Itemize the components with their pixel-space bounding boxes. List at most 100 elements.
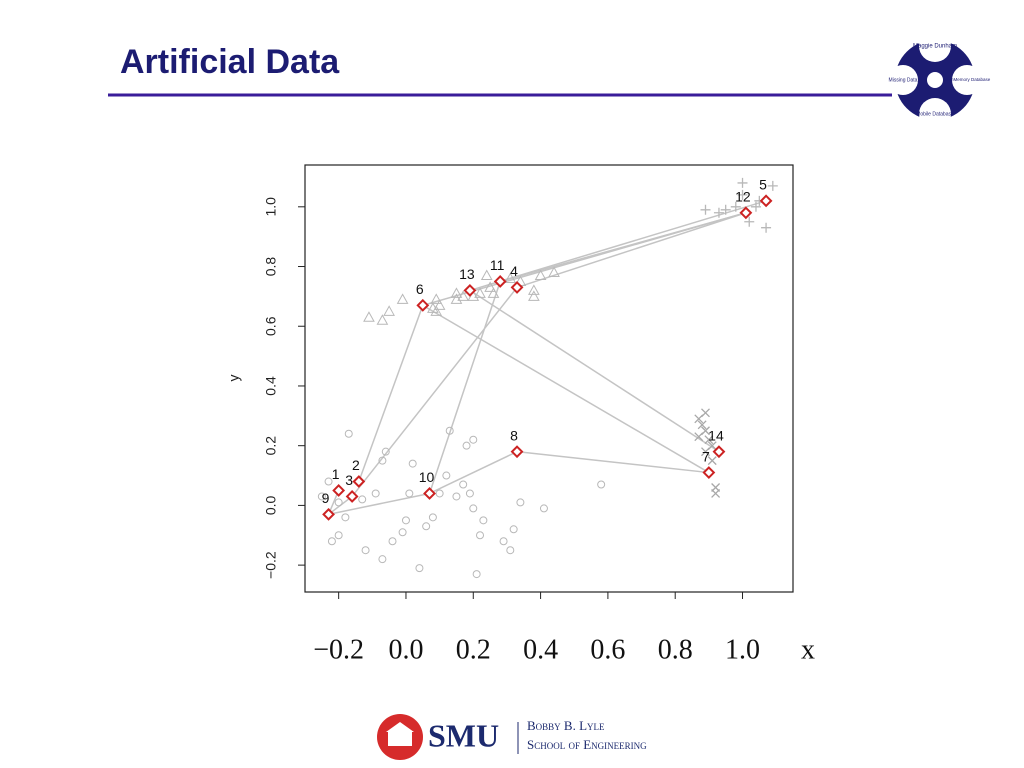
y-tick-label: 0.4 xyxy=(263,376,279,396)
point-label: 9 xyxy=(322,490,330,506)
point xyxy=(474,287,486,298)
point xyxy=(465,489,474,498)
link xyxy=(422,212,747,307)
y-tick-label: 0.2 xyxy=(263,436,279,456)
y-tick-label: 0.8 xyxy=(263,257,279,277)
footer-brand: SMU xyxy=(428,717,499,753)
x-tick-label: 1.0 xyxy=(725,634,760,665)
y-tick-label: 0.0 xyxy=(263,495,279,515)
point-label: 1 xyxy=(332,466,340,482)
point xyxy=(371,489,380,498)
link xyxy=(516,450,709,474)
point xyxy=(737,189,748,200)
footer: SMU Bobby B. Lyle School of Engineering xyxy=(377,714,647,760)
point xyxy=(701,426,710,436)
point xyxy=(345,490,359,503)
point xyxy=(720,204,731,215)
point xyxy=(702,466,716,479)
footer-line: Bobby B. Lyle xyxy=(527,718,605,733)
point xyxy=(704,435,714,445)
point xyxy=(701,408,710,418)
link xyxy=(516,212,747,289)
point xyxy=(457,290,470,301)
slide-title: Artificial Data xyxy=(120,43,340,81)
point xyxy=(459,480,468,489)
point xyxy=(344,429,353,438)
point xyxy=(363,311,375,322)
point xyxy=(767,180,778,191)
y-tick-label: 0.6 xyxy=(263,316,279,336)
x-axis-label: x xyxy=(801,634,815,665)
link xyxy=(469,289,720,453)
point xyxy=(759,194,773,208)
point xyxy=(324,477,333,486)
point xyxy=(450,287,463,298)
point-label: 4 xyxy=(510,263,518,279)
x-tick-label: −0.2 xyxy=(313,634,364,665)
point xyxy=(700,204,711,215)
point xyxy=(428,513,437,522)
link xyxy=(328,492,430,516)
point xyxy=(476,531,485,540)
point xyxy=(548,266,560,277)
logo-text: MainMemory Database xyxy=(944,77,991,82)
point xyxy=(739,206,753,220)
logo: Maggie Dunham Missing Data MainMemory Da… xyxy=(888,30,991,130)
point xyxy=(711,489,721,498)
point xyxy=(405,489,414,498)
point xyxy=(504,272,517,283)
y-tick-label: −0.2 xyxy=(263,551,279,579)
point xyxy=(334,498,343,507)
point xyxy=(322,507,335,521)
link xyxy=(428,281,501,494)
point xyxy=(422,522,431,531)
point xyxy=(712,445,726,459)
point xyxy=(332,484,346,497)
point xyxy=(388,537,397,546)
x-tick-label: 0.6 xyxy=(590,634,625,665)
point-label: 8 xyxy=(510,427,518,443)
y-tick-label: 1.0 xyxy=(263,197,279,217)
point xyxy=(383,305,395,316)
point xyxy=(423,487,436,500)
point xyxy=(472,570,481,579)
link xyxy=(358,305,424,482)
x-tick-label: 0.4 xyxy=(523,634,558,665)
point xyxy=(452,492,461,501)
point xyxy=(744,216,755,227)
point xyxy=(327,537,336,546)
x-tick-label: 0.8 xyxy=(658,634,693,665)
point xyxy=(750,201,761,212)
point xyxy=(509,525,518,534)
point xyxy=(479,516,488,525)
link xyxy=(351,286,518,497)
point xyxy=(506,546,515,555)
point xyxy=(435,489,444,498)
point xyxy=(761,222,772,233)
point xyxy=(697,420,707,430)
point xyxy=(701,447,710,457)
point xyxy=(484,281,496,292)
logo-text: Mobile Database xyxy=(916,111,954,117)
point xyxy=(376,314,389,325)
point xyxy=(730,201,741,212)
point xyxy=(378,555,387,564)
point xyxy=(408,459,417,468)
point-label: 10 xyxy=(419,469,435,485)
point xyxy=(539,504,548,513)
point-label: 6 xyxy=(416,281,424,297)
point-label: 2 xyxy=(352,457,360,473)
point xyxy=(462,441,471,450)
point xyxy=(433,299,446,310)
point xyxy=(334,531,343,540)
point xyxy=(510,445,524,459)
point xyxy=(469,435,478,444)
point xyxy=(487,287,500,298)
point-label: 13 xyxy=(459,266,475,282)
point xyxy=(430,305,443,316)
point-label: 3 xyxy=(345,472,353,488)
link xyxy=(429,450,518,495)
point xyxy=(358,495,367,504)
